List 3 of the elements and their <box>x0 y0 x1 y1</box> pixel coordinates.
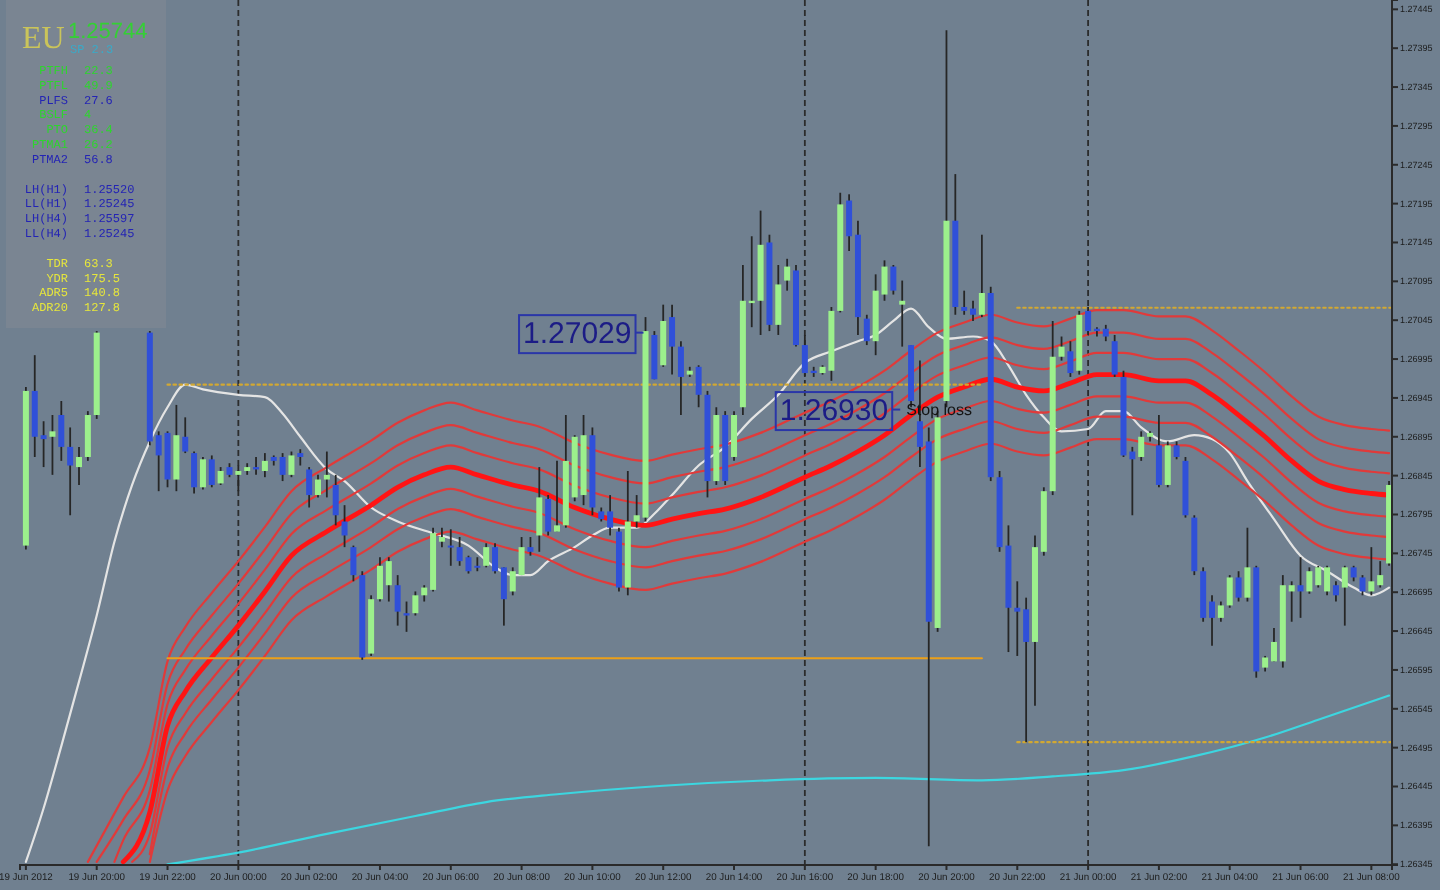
annotation: 1.25744 <box>68 20 148 44</box>
annotation: EU <box>22 22 66 56</box>
annotation: 1.27029 <box>523 317 632 352</box>
